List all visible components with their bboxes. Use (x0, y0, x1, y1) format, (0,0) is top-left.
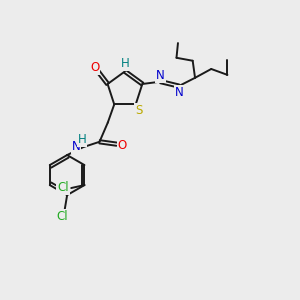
Text: N: N (175, 86, 183, 99)
Text: O: O (90, 61, 99, 74)
Text: S: S (135, 104, 142, 117)
Text: H: H (77, 133, 86, 146)
Text: Cl: Cl (56, 210, 68, 223)
Text: O: O (118, 139, 127, 152)
Text: N: N (72, 140, 80, 153)
Text: N: N (156, 69, 165, 82)
Text: H: H (121, 57, 130, 70)
Text: Cl: Cl (57, 181, 69, 194)
